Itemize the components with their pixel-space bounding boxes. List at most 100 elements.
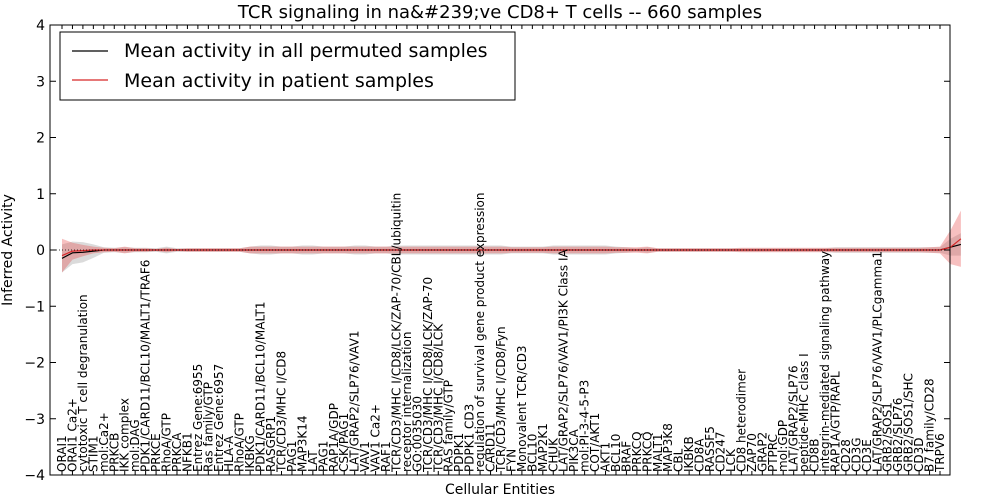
x-tick-label: peptide-MHC class I [797, 353, 811, 472]
x-tick-label: ZAP70 [745, 433, 759, 472]
x-tick-label: LAT/GRAP2/SLP76/VAV1/PLCgamma1 [870, 251, 884, 472]
x-tick-label: CD8B [808, 439, 822, 473]
x-tick-label: TCR/CD3/MHC I/CD8/LCK [431, 323, 445, 473]
x-tick-label: CBL [672, 448, 686, 472]
x-tick-label: Monovalent TCR/CD3 [515, 345, 529, 472]
y-tick-label: −2 [24, 356, 45, 372]
x-tick-label: mol:PI-3-4-5-P3 [578, 380, 592, 472]
x-tick-label: BCL10 [525, 434, 539, 472]
x-tick-label: AKT1 [599, 442, 613, 472]
x-tick-label: ORAI1 [55, 435, 69, 472]
x-tick-label: GRB2/SOS1/SHC [902, 373, 916, 472]
x-tick-label: CARD11 [484, 423, 498, 472]
x-tick-label: PTPRC [766, 434, 780, 472]
plot-frame [49, 24, 951, 476]
x-tick-label: integrin-mediated signaling pathway [818, 251, 832, 472]
x-tick-label: CD3G [849, 437, 863, 472]
x-tick-label: RASSF5 [703, 426, 717, 472]
x-tick-label: B7 family/CD28 [923, 378, 937, 472]
x-tick-label: RhoA/GTP [160, 413, 174, 472]
x-tick-label: IKK complex [118, 398, 132, 472]
x-tick-label: IKBKG [243, 435, 257, 472]
x-tick-label: mol:DAG [128, 419, 142, 472]
x-tick-label: RAS family/GTP [442, 380, 456, 472]
x-tick-label: RAP1A/GDP [327, 403, 341, 472]
x-tick-label: RhoA/GTP [233, 413, 247, 472]
x-tick-label: Ras family/GTP [201, 382, 215, 472]
x-tick-label: PDPK1 CD3 [463, 404, 477, 472]
legend-label-permuted: Mean activity in all permuted samples [124, 40, 487, 62]
y-axis-label: Inferred Activity [0, 194, 16, 306]
x-tick-label: STIM1 [86, 436, 100, 472]
x-tick-label: cytotoxic T cell degranulation [76, 294, 90, 472]
y-tick-label: −4 [24, 468, 45, 484]
x-tick-label: Entrez Gene:6955 [191, 364, 205, 472]
x-tick-label: BRAF [619, 441, 633, 472]
x-tick-label: PRKCE [149, 433, 163, 472]
x-tick-label: PRKCQ [630, 431, 644, 472]
x-tick-label: GRB2/SLP76 [891, 398, 905, 472]
band-permuted [62, 233, 961, 273]
x-tick-label: CD3D [912, 438, 926, 473]
x-tick-label: CD8A [693, 438, 707, 472]
x-tick-label: RAP1A/GTP/RAPL [828, 371, 842, 472]
x-tick-label: COT/AKT1 [588, 413, 602, 472]
x-tick-label: PDK1/CARD11/BCL10/MALT1/TRAF6 [139, 260, 153, 472]
x-tick-label: LAT [306, 450, 320, 472]
x-tick-label: RAF1 [379, 441, 393, 472]
x-tick-label: PRKCB [107, 433, 121, 472]
x-tick-label: TRPV6 [933, 433, 947, 473]
x-tick-label: FYN [504, 449, 518, 472]
y-tick-label: 3 [36, 74, 45, 90]
y-tick-label: 2 [36, 131, 45, 147]
x-tick-label: Entrez Gene:6957 [212, 364, 226, 472]
x-tick-label: PAG1 [285, 441, 299, 472]
x-tick-label: RASGRP1 [264, 416, 278, 472]
x-tick-label: TCR/CD3/MHC I/CD8/LCK/ZAP-70 [421, 277, 435, 473]
y-tick-label: −1 [24, 299, 45, 315]
x-tick-label: PRKCA [170, 432, 184, 472]
x-tick-label: IKBKB [682, 436, 696, 472]
x-tick-label: MAP3K8 [661, 423, 675, 472]
x-tick-label: CD8 heterodimer [734, 369, 748, 472]
x-tick-label: CD28 [839, 439, 853, 472]
confidence-bands [62, 210, 961, 273]
x-tick-label: ORAI1 Ca2+ [65, 398, 79, 472]
y-tick-label: 0 [36, 243, 45, 259]
x-tick-label: GRB2/SOS1 [881, 402, 895, 472]
x-tick-label: PRKCQ [640, 431, 654, 472]
x-tick-label: CD3E [860, 439, 874, 472]
y-tick-label: −3 [24, 412, 45, 428]
x-tick-label: TCR/CD3/MHC I/CD8 [275, 351, 289, 473]
x-tick-label: PIK3CA [567, 428, 581, 472]
x-tick-label: TCR/CD3/MHC I/CD8/Fyn [494, 326, 508, 473]
legend: Mean activity in all permuted samples Me… [59, 31, 516, 101]
series-lines [50, 238, 962, 259]
x-tick-label: MALT1 [651, 433, 665, 472]
x-tick-label: mol:GDP [776, 420, 790, 472]
x-tick-label: HLA-A [222, 435, 236, 472]
x-tick-label: MAP2K1 [536, 423, 550, 472]
x-tick-label: CD247 [714, 431, 728, 472]
x-tick-label: NFKB1 [180, 432, 194, 472]
x-tick-label: LCK [724, 448, 738, 472]
x-tick-label: PAG1 [316, 441, 330, 472]
y-tick-label: 4 [36, 18, 45, 34]
x-tick-label: CSK/PAG1 [337, 413, 351, 472]
x-tick-label: CHUK [546, 437, 560, 472]
x-tick-label: mol:Ca2+ [97, 412, 111, 472]
x-tick-label: LAT/GRAP2/SLP76/VAV1/PI3K Class IA [557, 248, 571, 472]
x-tick-label: LAT/GRAP2/SLP76/VAV1 [348, 331, 362, 472]
x-tick-label: GRAP2 [755, 432, 769, 472]
x-tick-label: regulation of survival gene product expr… [473, 193, 487, 472]
chart-title: TCR signaling in na&#239;ve CD8+ T cells… [237, 2, 762, 23]
x-tick-label: BCL10 [609, 434, 623, 472]
legend-label-patient: Mean activity in patient samples [124, 70, 434, 92]
x-tick-label: MAP3K14 [295, 415, 309, 472]
x-tick-label: receptor internalization [400, 332, 414, 472]
y-axis-ticks: −4 −3 −2 −1 0 1 2 3 4 [24, 18, 950, 484]
x-axis-label: Cellular Entities [445, 482, 555, 498]
legend-box [59, 31, 516, 101]
y-tick-label: 1 [36, 187, 45, 203]
line-patient [61, 238, 962, 257]
